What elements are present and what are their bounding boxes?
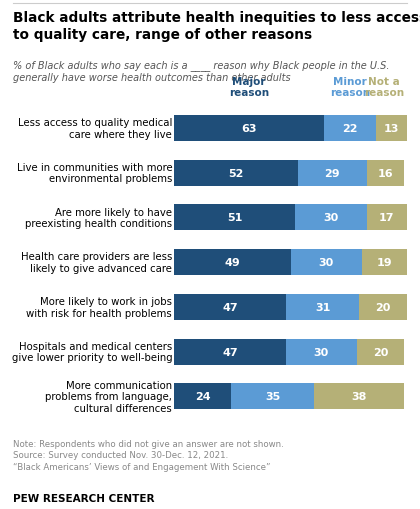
Text: Health care providers are less
likely to give advanced care: Health care providers are less likely to… — [21, 252, 172, 273]
Bar — [174, 160, 298, 186]
Text: 19: 19 — [376, 258, 392, 268]
Text: Black adults attribute health inequities to less access
to quality care, range o: Black adults attribute health inequities… — [13, 11, 420, 42]
Text: PEW RESEARCH CENTER: PEW RESEARCH CENTER — [13, 493, 154, 503]
Bar — [357, 339, 404, 365]
Bar — [376, 116, 407, 142]
Text: 38: 38 — [352, 391, 367, 402]
Bar — [286, 339, 357, 365]
Text: 22: 22 — [342, 124, 358, 133]
Bar — [231, 384, 314, 410]
Bar — [174, 116, 324, 142]
Bar — [324, 116, 376, 142]
Bar — [286, 294, 360, 320]
Bar — [174, 339, 286, 365]
Bar — [298, 160, 367, 186]
Text: 17: 17 — [379, 213, 394, 223]
Text: 29: 29 — [324, 168, 340, 178]
Text: 49: 49 — [225, 258, 240, 268]
Text: 63: 63 — [241, 124, 257, 133]
Text: 20: 20 — [375, 302, 391, 312]
Bar — [295, 205, 367, 231]
Text: 51: 51 — [227, 213, 242, 223]
Text: Minor
reason: Minor reason — [330, 77, 370, 98]
Text: 20: 20 — [373, 347, 388, 357]
Text: 47: 47 — [222, 302, 238, 312]
Text: 13: 13 — [384, 124, 399, 133]
Bar — [291, 249, 362, 275]
Text: Are more likely to have
preexisting health conditions: Are more likely to have preexisting heal… — [25, 207, 172, 229]
Text: 16: 16 — [378, 168, 393, 178]
Text: More communication
problems from language,
cultural differences: More communication problems from languag… — [45, 380, 172, 413]
Bar — [174, 384, 231, 410]
Bar — [362, 249, 407, 275]
Bar — [174, 294, 286, 320]
Text: 52: 52 — [228, 168, 244, 178]
Text: % of Black adults who say each is a ____ reason why Black people in the U.S.
gen: % of Black adults who say each is a ____… — [13, 60, 389, 83]
Bar — [367, 205, 407, 231]
Bar — [314, 384, 404, 410]
Text: 30: 30 — [323, 213, 339, 223]
Bar — [360, 294, 407, 320]
Bar — [174, 205, 295, 231]
Text: Note: Respondents who did not give an answer are not shown.
Source: Survey condu: Note: Respondents who did not give an an… — [13, 439, 284, 471]
Bar — [367, 160, 404, 186]
Text: 47: 47 — [222, 347, 238, 357]
Text: 30: 30 — [318, 258, 334, 268]
Text: 24: 24 — [195, 391, 210, 402]
Text: 30: 30 — [314, 347, 329, 357]
Text: 35: 35 — [265, 391, 281, 402]
Bar — [174, 249, 291, 275]
Text: More likely to work in jobs
with risk for health problems: More likely to work in jobs with risk fo… — [26, 296, 172, 318]
Text: 31: 31 — [315, 302, 330, 312]
Text: Less access to quality medical
care where they live: Less access to quality medical care wher… — [18, 118, 172, 139]
Text: Not a
reason: Not a reason — [364, 77, 404, 98]
Text: Hospitals and medical centers
give lower priority to well-being: Hospitals and medical centers give lower… — [12, 341, 172, 363]
Text: Major
reason: Major reason — [229, 77, 269, 98]
Text: Live in communities with more
environmental problems: Live in communities with more environmen… — [16, 162, 172, 184]
